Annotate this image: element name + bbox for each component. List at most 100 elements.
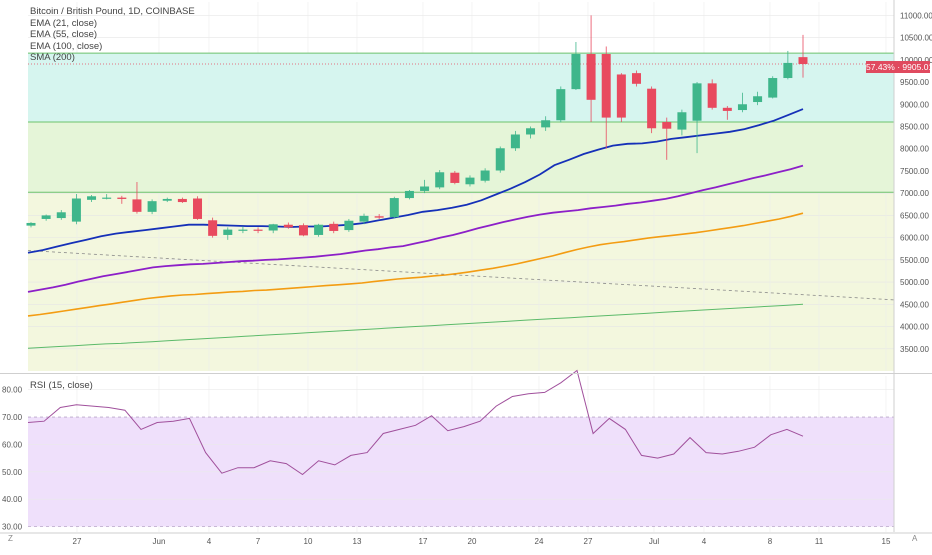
candle-body xyxy=(162,198,172,201)
candle-body xyxy=(374,216,384,218)
rsi-line xyxy=(27,369,804,476)
candle-body xyxy=(420,186,430,191)
rsi-tick-label: 60.00 xyxy=(2,440,23,449)
candle-body xyxy=(329,223,339,231)
price-tick-label: 4000.00 xyxy=(900,323,929,332)
rsi-tick-label: 30.00 xyxy=(2,523,23,532)
candle-body xyxy=(435,172,445,188)
candle-body xyxy=(117,197,127,199)
indicator-ema100-label[interactable]: EMA (100, close) xyxy=(30,40,103,52)
candle-body xyxy=(389,198,399,218)
trendline xyxy=(27,250,895,301)
price-tick-label: 9000.00 xyxy=(900,100,929,109)
date-tick-label: Jul xyxy=(649,537,659,546)
rsi-label[interactable]: RSI (15, close) xyxy=(30,380,93,391)
candles[interactable] xyxy=(26,15,808,240)
candle-body xyxy=(344,220,354,231)
left-corner-label[interactable]: Z xyxy=(8,534,13,543)
date-tick-label: Jun xyxy=(153,537,166,546)
candle-body xyxy=(647,88,657,129)
candle-body xyxy=(753,96,763,103)
rsi-tick-label: 70.00 xyxy=(2,413,23,422)
candle-body xyxy=(283,224,293,228)
price-tick-label: 6500.00 xyxy=(900,211,929,220)
price-tick-label: 7500.00 xyxy=(900,167,929,176)
right-corner-label[interactable]: A xyxy=(912,534,918,543)
price-change-percent: 57.43% xyxy=(866,62,895,72)
date-tick-label: 11 xyxy=(815,537,824,546)
price-tick-label: 5500.00 xyxy=(900,256,929,265)
date-tick-label: 13 xyxy=(353,537,362,546)
candle-body xyxy=(510,134,520,149)
candle-body xyxy=(631,73,641,84)
lower-zone-fill xyxy=(28,192,894,371)
candle-body xyxy=(314,224,324,235)
price-tick-label: 7000.00 xyxy=(900,189,929,198)
ma-line-1 xyxy=(27,164,804,293)
candle-body xyxy=(586,54,596,100)
candle-body xyxy=(71,198,81,222)
last-price-badge: 57.43% · 9905.01 xyxy=(866,61,932,73)
candle-body xyxy=(223,229,233,235)
price-tick-label: 10000.00 xyxy=(900,56,932,65)
price-zones xyxy=(28,52,894,193)
price-zone xyxy=(28,122,894,193)
candle-body xyxy=(541,120,551,128)
candle-body xyxy=(41,215,51,219)
indicator-sma200-label[interactable]: SMA (200) xyxy=(30,52,75,63)
candle-body xyxy=(208,220,218,236)
candle-body xyxy=(556,89,566,121)
candle-body xyxy=(359,215,369,222)
price-zone xyxy=(28,53,894,123)
candle-body xyxy=(450,172,460,183)
candle-body xyxy=(87,196,97,200)
candle-body xyxy=(526,128,536,135)
indicator-ema55-label[interactable]: EMA (55, close) xyxy=(30,29,98,40)
date-tick-label: 10 xyxy=(304,537,313,546)
candle-body xyxy=(56,212,66,219)
candle-body xyxy=(268,224,278,231)
ma-line-0 xyxy=(27,108,804,254)
ma-line-2 xyxy=(27,212,804,317)
rsi-tick-label: 50.00 xyxy=(2,468,23,477)
date-tick-label: 15 xyxy=(882,537,891,546)
indicator-lines xyxy=(27,108,895,349)
date-tick-label: 4 xyxy=(207,537,212,546)
candle-body xyxy=(768,78,778,98)
price-tick-label: 6000.00 xyxy=(900,234,929,243)
candle-body xyxy=(465,177,475,185)
date-tick-label: 20 xyxy=(468,537,477,546)
rsi-panel xyxy=(27,369,894,527)
price-tick-label: 4500.00 xyxy=(900,300,929,309)
rsi-tick-label: 40.00 xyxy=(2,495,23,504)
price-tick-label: 9500.00 xyxy=(900,78,929,87)
date-tick-label: 17 xyxy=(419,537,428,546)
candle-body xyxy=(147,201,157,212)
candle-body xyxy=(662,122,672,129)
chart-title[interactable]: Bitcoin / British Pound, 1D, COINBASE xyxy=(30,6,195,17)
ma-line-3 xyxy=(27,303,804,349)
rsi-tick-label: 80.00 xyxy=(2,386,23,395)
candle-body xyxy=(677,112,687,130)
candle-body xyxy=(480,170,490,181)
candle-body xyxy=(571,54,581,90)
indicator-ema21-label[interactable]: EMA (21, close) xyxy=(30,17,98,29)
price-tick-label: 5000.00 xyxy=(900,278,929,287)
price-tick-label: 8000.00 xyxy=(900,145,929,154)
price-tick-label: 3500.00 xyxy=(900,345,929,354)
candle-body xyxy=(177,198,187,203)
candle-body xyxy=(798,57,808,65)
candle-body xyxy=(404,190,414,199)
candle-body xyxy=(783,62,793,79)
candle-body xyxy=(26,222,36,226)
date-tick-label: 7 xyxy=(256,537,261,546)
date-tick-label: 27 xyxy=(73,537,82,546)
candle-body xyxy=(601,54,611,118)
candle-body xyxy=(253,229,263,231)
chart-legend: Bitcoin / British Pound, 1D, COINBASE EM… xyxy=(30,6,195,64)
date-tick-label: 4 xyxy=(702,537,707,546)
badge-separator: · xyxy=(897,62,903,72)
